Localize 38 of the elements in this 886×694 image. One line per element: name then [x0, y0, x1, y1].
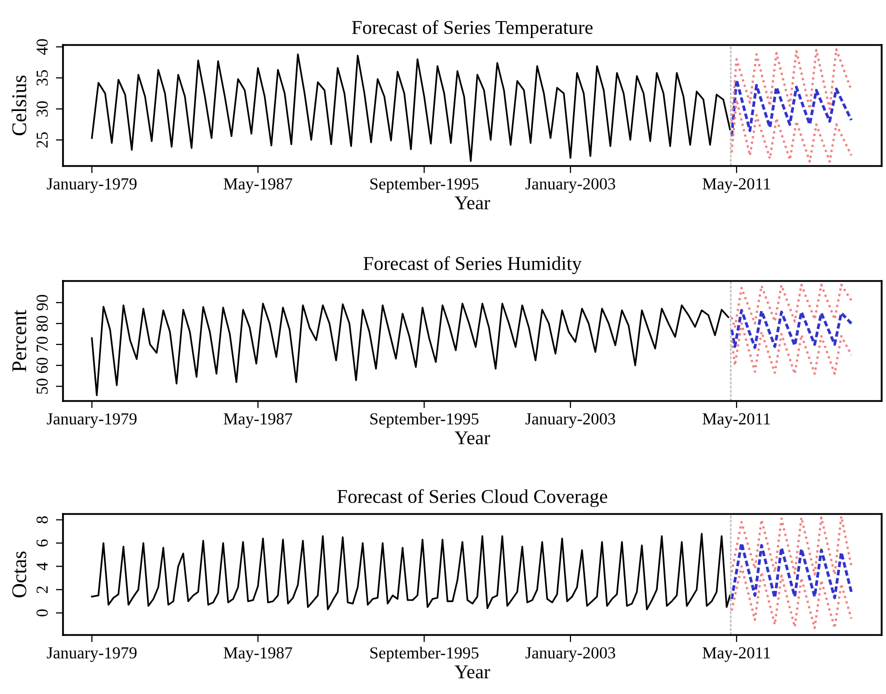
x-axis-title: Year: [454, 431, 490, 444]
x-tick-label: January-2003: [525, 178, 616, 193]
y-axis-title: Percent: [12, 310, 26, 372]
y-tick-label: 35: [36, 70, 48, 86]
x-tick-label: September-1995: [370, 412, 478, 428]
x-tick-label: May-2011: [702, 178, 770, 193]
y-tick-label: 25: [36, 132, 48, 148]
y-tick-label: 8: [36, 516, 48, 524]
x-tick-label: May-2011: [702, 647, 770, 662]
y-tick-label: 70: [36, 336, 48, 352]
y-tick-label: 60: [36, 358, 48, 374]
y-tick-label: 40: [36, 39, 48, 55]
x-tick-label: January-1979: [46, 647, 137, 662]
x-tick-label: September-1995: [370, 178, 478, 193]
x-axis-title: Year: [454, 665, 490, 678]
y-tick-label: 90: [36, 294, 48, 310]
chart-title: Forecast of Series Temperature: [352, 20, 593, 38]
chart-title: Forecast of Series Humidity: [364, 256, 582, 274]
x-tick-label: January-1979: [46, 178, 137, 193]
x-tick-label: January-1979: [46, 413, 137, 428]
y-tick-label: 50: [36, 378, 48, 394]
y-tick-label: 0: [36, 609, 48, 616]
x-tick-label: January-2003: [525, 647, 616, 662]
chart-title: Forecast of Series Cloud Coverage: [337, 489, 608, 508]
x-axis-title: Year: [454, 196, 490, 210]
y-axis-title: Octas: [12, 552, 26, 598]
x-tick-label: May-2011: [702, 413, 770, 428]
y-axis-title: Celsius: [12, 76, 26, 136]
y-tick-label: 2: [36, 586, 48, 594]
x-tick-label: May-1987: [224, 647, 292, 662]
y-tick-label: 4: [36, 562, 48, 570]
y-tick-label: 80: [36, 316, 48, 332]
x-tick-label: September-1995: [370, 646, 478, 662]
y-tick-label: 30: [36, 101, 48, 116]
x-tick-label: May-1987: [224, 413, 292, 428]
x-tick-label: May-1987: [224, 178, 292, 193]
x-tick-label: January-2003: [525, 413, 616, 428]
y-tick-label: 6: [36, 539, 48, 547]
